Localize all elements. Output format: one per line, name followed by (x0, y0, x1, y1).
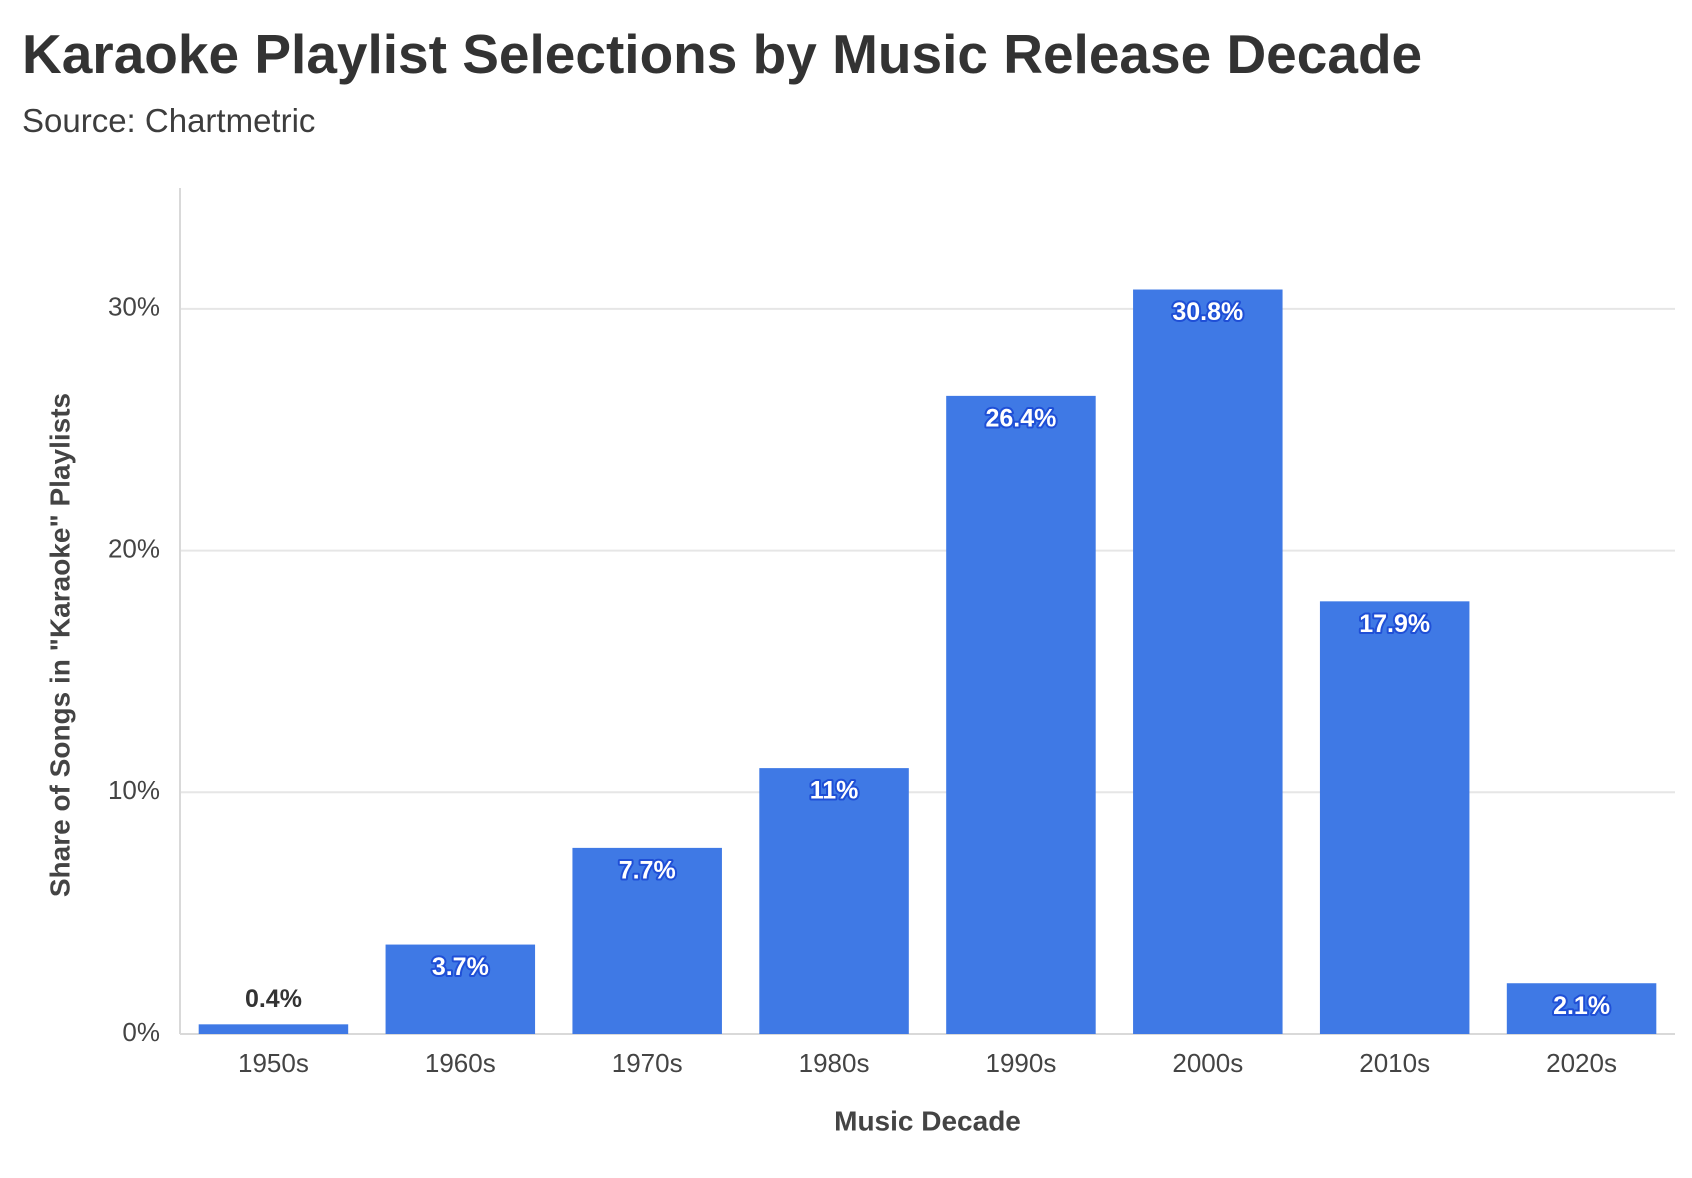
data-label: 7.7% (619, 856, 676, 884)
y-tick-label: 20% (108, 533, 160, 563)
data-label: 17.9% (1359, 610, 1430, 638)
bars (198, 289, 1657, 1035)
bar-2010s (1319, 601, 1470, 1034)
x-axis-title: Music Decade (834, 1105, 1021, 1136)
bar-1970s (572, 847, 722, 1034)
data-label: 0.4% (245, 985, 302, 1013)
y-tick-label: 10% (108, 775, 160, 805)
y-axis-title: Share of Songs in "Karaoke" Playlists (44, 393, 75, 897)
y-axis-ticks: 0% 10% 20% 30% (108, 292, 160, 1047)
data-label: 30.8% (1172, 298, 1243, 326)
x-tick-label: 2010s (1359, 1048, 1430, 1078)
data-label: 2.1% (1553, 992, 1610, 1020)
data-labels: 0.4% 3.7% 7.7% 11% 26.4% 30.8% 17.9% 2.1% (245, 296, 1612, 1022)
x-tick-label: 1980s (799, 1048, 870, 1078)
x-tick-label: 1950s (238, 1048, 309, 1078)
bar-1980s (759, 768, 909, 1034)
x-tick-label: 1970s (612, 1048, 683, 1078)
bar-2000s (1133, 289, 1283, 1034)
bar-1950s (198, 1024, 349, 1034)
x-tick-label: 2020s (1546, 1048, 1617, 1078)
x-tick-label: 1990s (986, 1048, 1057, 1078)
bar-1990s (946, 395, 1096, 1035)
data-label: 26.4% (985, 404, 1056, 432)
y-tick-label: 0% (122, 1017, 160, 1047)
data-label: 3.7% (432, 953, 489, 981)
x-tick-label: 2000s (1172, 1048, 1243, 1078)
data-label: 11% (810, 777, 859, 805)
y-tick-label: 30% (108, 292, 160, 322)
x-tick-label: 1960s (425, 1048, 496, 1078)
x-axis-ticks: 1950s 1960s 1970s 1980s 1990s 2000s 2010s 2020s (238, 1048, 1617, 1078)
chart-subtitle: Source: Chartmetric (22, 102, 316, 139)
chart-title: Karaoke Playlist Selections by Music Rel… (22, 23, 1423, 85)
bar-2020s (1506, 983, 1657, 1034)
bar-1960s (385, 944, 536, 1034)
